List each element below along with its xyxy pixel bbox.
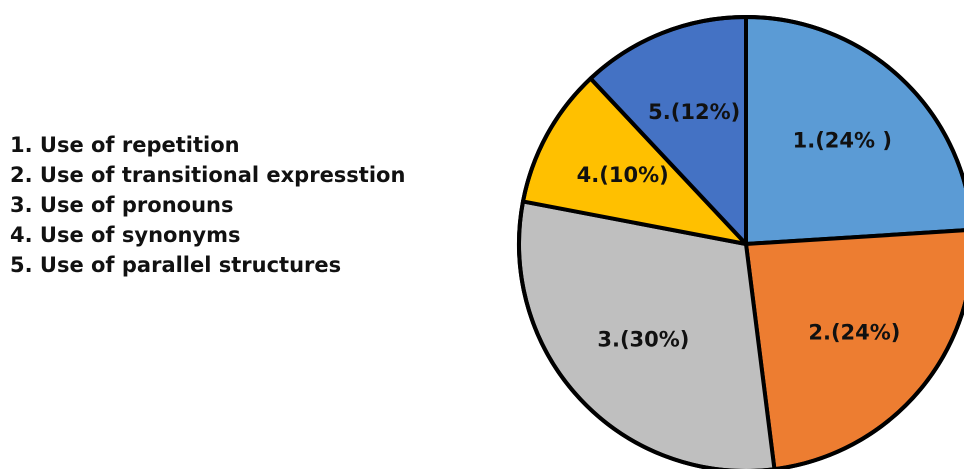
pie-slice-2 — [744, 228, 964, 469]
legend-item-5: 5. Use of parallel structures — [10, 253, 342, 277]
pie-slice-label-3: 3.(30%) — [597, 327, 689, 351]
pie-slices — [517, 15, 964, 469]
pie-slice-label-5: 5.(12%) — [648, 100, 740, 124]
chart-legend: 1. Use of repetition 2. Use of transitio… — [10, 130, 405, 280]
pie-slice-label-2: 2.(24%) — [808, 321, 900, 345]
legend-item-4: 4. Use of synonyms — [10, 223, 241, 247]
legend-item-1: 1. Use of repetition — [10, 133, 240, 157]
pie-outline — [517, 15, 964, 469]
pie-labels: 1.(24% ) 2.(24%) 3.(30%) 4.(10%) 5.(12%) — [577, 100, 901, 351]
legend-item-2: 2. Use of transitional expresstion — [10, 163, 406, 187]
pie-slice-label-1: 1.(24% ) — [793, 128, 892, 152]
pie-slice-label-4: 4.(10%) — [577, 163, 669, 187]
legend-item-3: 3. Use of pronouns — [10, 193, 234, 217]
